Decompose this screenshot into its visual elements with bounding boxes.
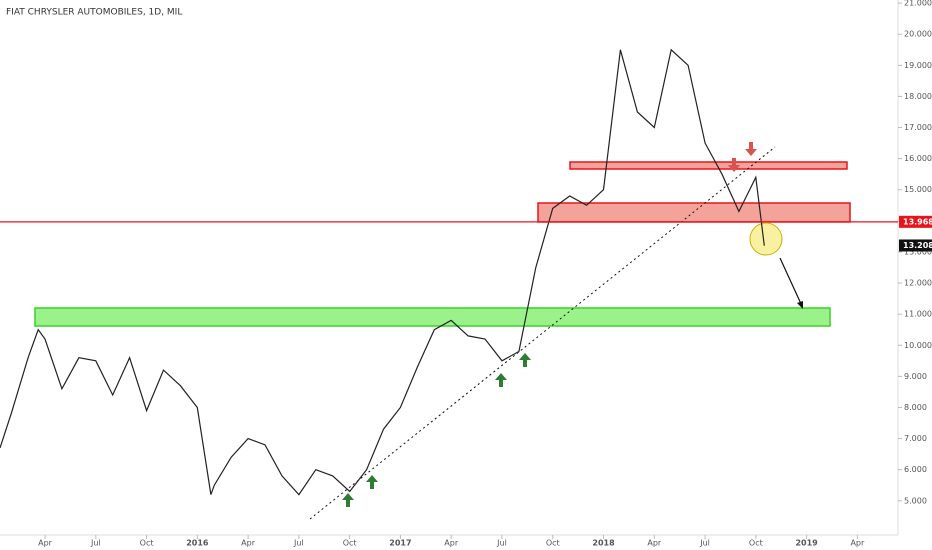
x-tick-label: 2017 (389, 539, 411, 548)
x-tick-label: Apr (38, 539, 53, 548)
chart-title: FIAT CHRYSLER AUTOMOBILES, 1D, MIL (6, 8, 182, 18)
y-tick-label: 15.000 (904, 185, 932, 194)
x-tick-label: Jul (90, 539, 101, 548)
x-tick-label: 2018 (592, 539, 615, 548)
x-tick-label: Jul (293, 539, 304, 548)
y-tick-label: 7.000 (904, 434, 927, 443)
up-arrow (366, 475, 378, 489)
x-tick-label: Apr (444, 539, 459, 548)
y-tick-label: 13.000 (904, 247, 932, 256)
x-tick-label: Apr (850, 539, 865, 548)
down-arrow (728, 158, 740, 172)
price-marker (899, 215, 932, 228)
y-tick-label: 12.000 (904, 279, 932, 288)
up-arrows (342, 353, 531, 507)
down-arrow (745, 142, 757, 156)
y-tick-label: 10.000 (904, 341, 932, 350)
resistance-zone (537, 202, 851, 223)
x-tick-label: 2016 (186, 539, 209, 548)
y-tick-label: 8.000 (904, 403, 927, 412)
x-tick-label: Oct (749, 539, 763, 548)
arrow-head (797, 301, 803, 309)
x-tick-label: Apr (647, 539, 662, 548)
highlight-circle (749, 222, 783, 256)
resistance-zone (569, 161, 848, 170)
y-tick-label: 16.000 (904, 154, 932, 163)
y-tick-label: 20.000 (904, 30, 932, 39)
y-tick-label: 18.000 (904, 92, 932, 101)
y-tick-label: 9.000 (904, 372, 927, 381)
y-tick-label: 17.000 (904, 123, 932, 132)
y-tick-label: 11.000 (904, 310, 932, 319)
y-tick-label: 19.000 (904, 61, 932, 70)
y-tick-label: 6.000 (904, 465, 927, 474)
x-tick-label: Oct (546, 539, 560, 548)
price-marker (899, 239, 932, 252)
y-tick-label: 5.000 (904, 496, 927, 505)
y-tick-label: 21.000 (904, 0, 932, 8)
price-marker-label: 13.208 (903, 241, 932, 250)
x-tick-label: Oct (343, 539, 357, 548)
price-line (0, 48, 765, 496)
up-arrow (519, 353, 531, 367)
x-tick-label: Jul (496, 539, 507, 548)
price-marker-label: 13.968 (903, 217, 932, 226)
up-arrow (342, 493, 354, 507)
x-tick-label: Oct (140, 539, 154, 548)
x-tick-label: 2019 (795, 539, 818, 548)
support-zone (34, 307, 831, 327)
trend-line (309, 146, 776, 520)
projection-arrow (779, 257, 803, 307)
x-tick-label: Apr (241, 539, 256, 548)
x-tick-label: Jul (699, 539, 710, 548)
up-arrow (495, 373, 507, 387)
down-arrows (728, 142, 757, 172)
